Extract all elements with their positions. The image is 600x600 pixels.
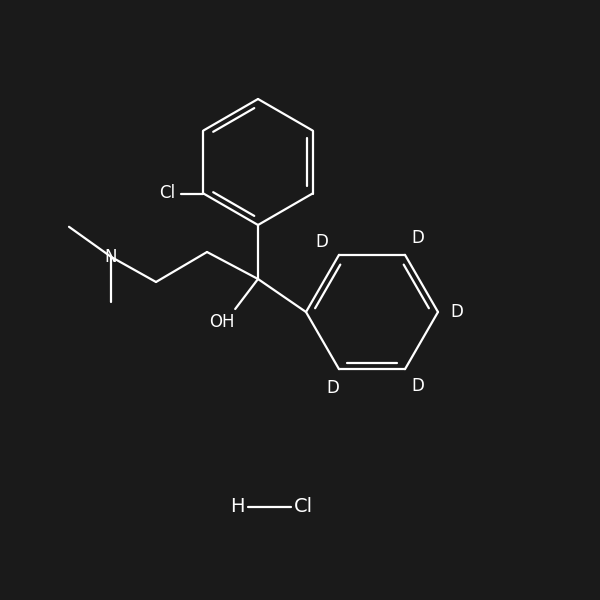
Text: D: D [451, 303, 464, 321]
Text: D: D [412, 229, 425, 247]
Text: OH: OH [209, 313, 235, 331]
Text: D: D [326, 379, 340, 397]
Text: D: D [316, 233, 329, 251]
Text: H: H [230, 497, 244, 517]
Text: Cl: Cl [160, 185, 176, 202]
Text: D: D [412, 377, 425, 395]
Text: N: N [105, 248, 117, 266]
Text: Cl: Cl [293, 497, 313, 517]
